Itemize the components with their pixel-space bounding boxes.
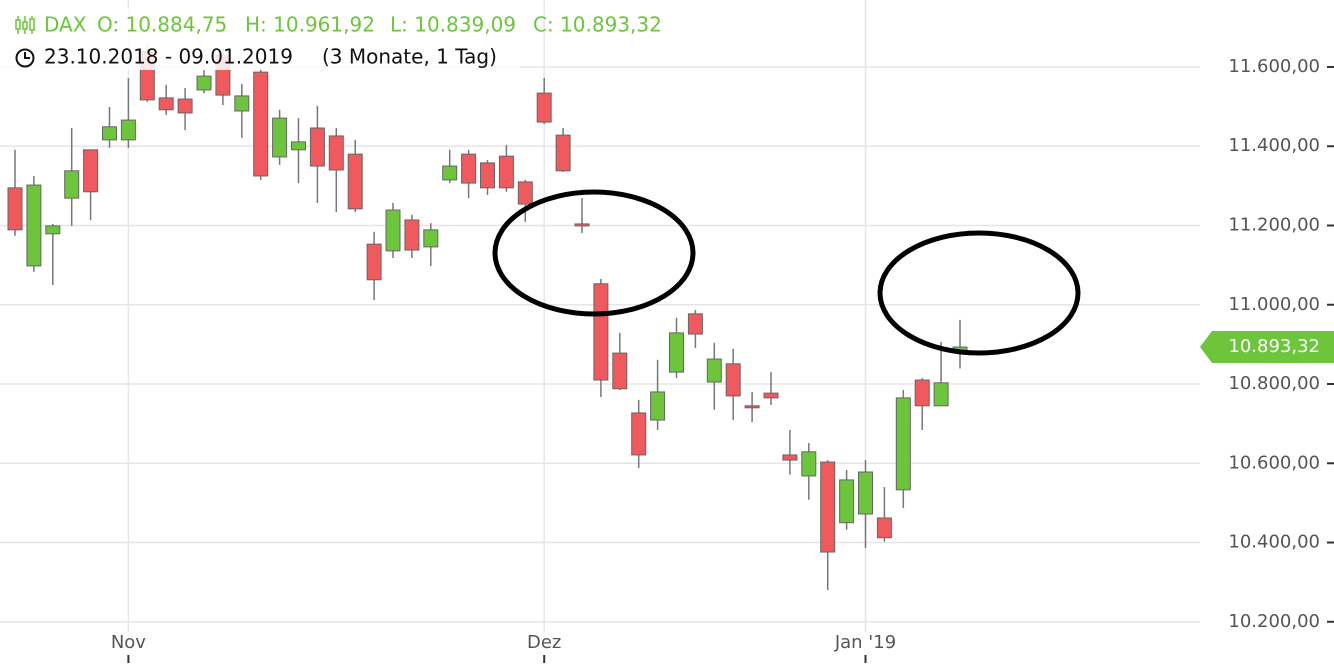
candle-body bbox=[102, 126, 117, 141]
x-tick-label: Dez bbox=[527, 632, 561, 653]
date-range: 23.10.2018 - 09.01.2019 bbox=[44, 45, 293, 69]
candle-body bbox=[366, 243, 382, 281]
y-tick-label: 10.600,00 bbox=[1228, 452, 1320, 473]
candle-body bbox=[593, 283, 609, 381]
candle-body bbox=[574, 223, 590, 227]
candle-body bbox=[272, 117, 288, 158]
candle-body bbox=[933, 382, 949, 407]
annotations bbox=[492, 189, 1081, 356]
period: (3 Monate, 1 Tag) bbox=[322, 45, 497, 69]
candle-body bbox=[687, 313, 703, 335]
y-tick-label: 11.400,00 bbox=[1228, 135, 1320, 156]
candle-body bbox=[423, 229, 439, 248]
candle-body bbox=[480, 162, 495, 189]
candle-body bbox=[706, 358, 722, 383]
candle-body bbox=[177, 98, 193, 114]
candle-body bbox=[914, 379, 930, 407]
candle-body bbox=[839, 479, 855, 524]
candles-icon bbox=[15, 16, 35, 34]
candle-body bbox=[498, 155, 514, 189]
candle-body bbox=[385, 209, 401, 252]
current-price-label: 10.893,32 bbox=[1228, 336, 1320, 357]
candle-body bbox=[309, 127, 325, 167]
x-tick-label: Jan '19 bbox=[834, 632, 896, 653]
candle-body bbox=[64, 170, 80, 199]
candle-body bbox=[45, 225, 61, 235]
candle-body bbox=[347, 153, 363, 210]
clock-icon bbox=[15, 48, 35, 68]
candle-body bbox=[253, 71, 269, 177]
candle-body bbox=[876, 517, 892, 539]
candle-body bbox=[120, 119, 136, 141]
symbol: DAX bbox=[44, 13, 87, 37]
y-tick-label: 11.600,00 bbox=[1228, 56, 1320, 77]
y-tick-label: 11.200,00 bbox=[1228, 214, 1320, 235]
candle-body bbox=[858, 471, 873, 515]
close-value: C: 10.893,32 bbox=[533, 13, 662, 37]
candle-body bbox=[517, 181, 533, 205]
candle-body bbox=[763, 392, 779, 399]
candle-body bbox=[801, 451, 817, 477]
candle-body bbox=[83, 149, 99, 193]
annotation-ellipse bbox=[492, 189, 696, 317]
y-tick-label: 11.000,00 bbox=[1228, 294, 1320, 315]
candle-body bbox=[461, 153, 477, 184]
candle-body bbox=[725, 363, 741, 397]
axes: 10.200,00 10.400,00 10.600,00 10.800,00 11.0… bbox=[111, 56, 1334, 663]
current-price-tag bbox=[1200, 331, 1334, 364]
candle-body bbox=[895, 397, 911, 491]
candle-body bbox=[7, 187, 23, 231]
y-tick-label: 10.800,00 bbox=[1228, 373, 1320, 394]
candle-body bbox=[650, 391, 666, 421]
candle-body bbox=[328, 135, 344, 171]
header-background bbox=[0, 8, 520, 70]
candle-body bbox=[442, 165, 458, 181]
header: DAX O: 10.884,75 H: 10.961,92 L: 10.839,… bbox=[0, 8, 662, 70]
candle-body bbox=[404, 219, 420, 251]
annotation-ellipse bbox=[877, 230, 1081, 356]
candle-body bbox=[631, 412, 647, 456]
y-tick-label: 10.400,00 bbox=[1228, 532, 1320, 553]
candle-body bbox=[234, 95, 250, 112]
candle-body bbox=[744, 405, 760, 409]
candle-body bbox=[820, 461, 836, 553]
clock-hands bbox=[24, 52, 30, 59]
candle-body bbox=[196, 75, 212, 91]
high-value: H: 10.961,92 bbox=[245, 13, 375, 37]
candle-body bbox=[669, 332, 684, 373]
candle-body bbox=[782, 454, 798, 461]
x-tick-label: Nov bbox=[111, 632, 146, 653]
low-value: L: 10.839,09 bbox=[390, 13, 516, 37]
candles bbox=[7, 44, 968, 591]
candle-body bbox=[26, 184, 42, 267]
open-value: O: 10.884,75 bbox=[97, 13, 227, 37]
candle-body bbox=[158, 97, 174, 111]
candle-body bbox=[291, 141, 306, 151]
candle-body bbox=[555, 134, 571, 172]
y-tick-label: 10.200,00 bbox=[1228, 611, 1320, 632]
candle-body bbox=[612, 352, 628, 390]
candle-body bbox=[536, 92, 552, 123]
